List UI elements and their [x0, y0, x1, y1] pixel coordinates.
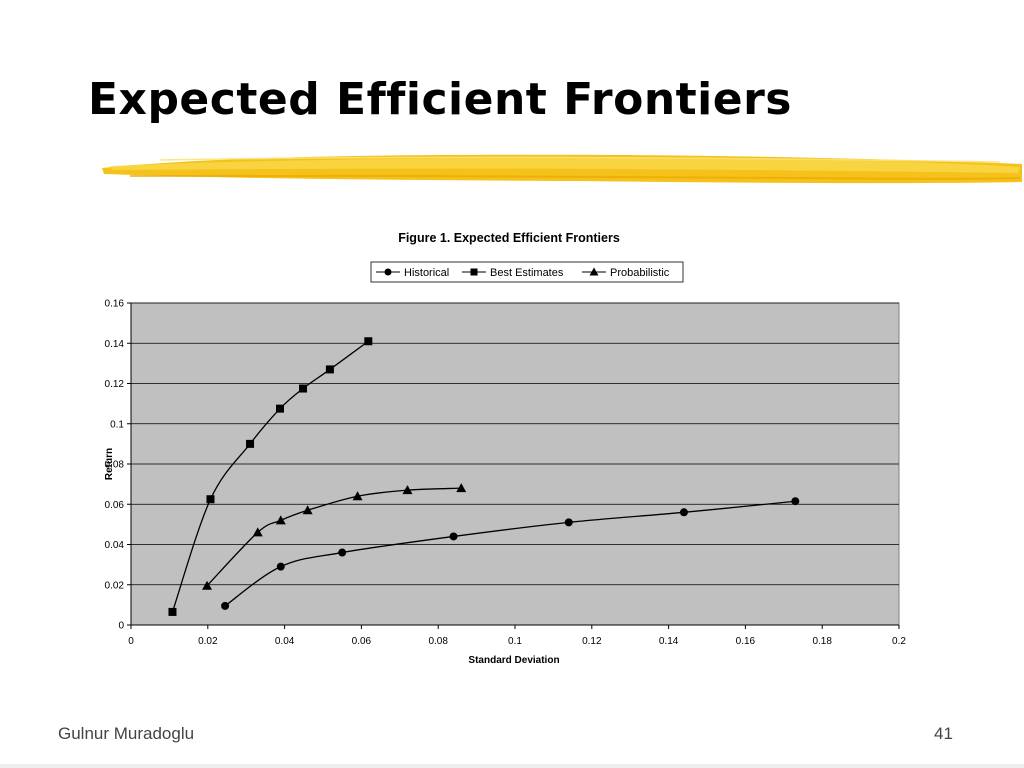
legend-marker-triangle	[589, 267, 599, 276]
legend-label-historical: Historical	[404, 267, 449, 279]
data-point-probabilistic	[202, 580, 213, 590]
data-point-probabilistic	[252, 527, 263, 537]
y-tick-label: 0	[118, 621, 124, 632]
data-point-best-estimates	[246, 439, 255, 448]
data-point-probabilistic	[402, 485, 413, 495]
legend-marker-square	[470, 268, 478, 276]
x-tick-label: 0.06	[352, 636, 372, 647]
data-point-historical	[564, 518, 573, 527]
y-tick-label: 0.04	[105, 540, 125, 551]
y-tick-label: 0.14	[105, 339, 125, 350]
slide-title: Expected Efficient Frontiers	[88, 74, 792, 125]
gridlines	[131, 302, 899, 586]
x-axis: 0 0.02 0.04 0.06 0.08 0.1 0.12 0.14 0.16 0.18 0.2	[128, 624, 906, 647]
x-tick-label: 0.14	[659, 636, 679, 647]
x-tick-label: 0.18	[812, 636, 832, 647]
data-point-probabilistic	[302, 505, 313, 515]
data-point-probabilistic	[275, 515, 286, 525]
data-point-probabilistic	[456, 483, 467, 493]
data-point-historical	[221, 601, 230, 610]
data-point-historical	[679, 508, 688, 517]
data-point-best-estimates	[275, 404, 284, 413]
data-point-historical	[276, 562, 285, 571]
highlight-brush-stroke	[102, 154, 1022, 184]
page-number: 41	[934, 724, 953, 743]
y-axis: 0 0.02 0.04 0.06 0.08 0.1 0.12 0.14 0.16	[105, 299, 132, 632]
legend-label-best-estimates: Best Estimates	[490, 267, 564, 279]
x-tick-label: 0	[128, 636, 134, 647]
legend-item-historical: Historical	[376, 267, 449, 279]
data-point-best-estimates	[364, 337, 373, 346]
x-axis-label: Standard Deviation	[468, 655, 559, 666]
data-point-historical	[449, 532, 458, 541]
bottom-divider	[0, 764, 1024, 768]
data-point-probabilistic	[352, 491, 363, 501]
x-tick-label: 0.08	[428, 636, 448, 647]
footer-author: Gulnur Muradoglu	[58, 724, 195, 743]
series-probabilistic	[202, 483, 467, 590]
y-tick-label: 0.16	[105, 299, 125, 310]
legend-box	[370, 261, 684, 283]
legend-marker-circle	[384, 268, 392, 276]
legend-item-probabilistic: Probabilistic	[582, 267, 670, 279]
y-tick-label: 0.02	[105, 580, 125, 591]
data-point-historical	[791, 497, 800, 506]
data-point-best-estimates	[168, 607, 177, 616]
y-tick-label: 0.1	[110, 419, 124, 430]
x-tick-label: 0.2	[892, 636, 906, 647]
efficient-frontier-chart: Figure 1. Expected Efficient Frontiers H…	[104, 231, 906, 666]
y-tick-label: 0.08	[105, 460, 125, 471]
y-tick-label: 0.06	[105, 500, 125, 511]
x-tick-label: 0.12	[582, 636, 602, 647]
data-point-best-estimates	[206, 495, 215, 504]
series-best-estimates	[168, 337, 373, 616]
legend-item-best-estimates: Best Estimates	[462, 267, 564, 279]
x-tick-label: 0.02	[198, 636, 218, 647]
chart-title: Figure 1. Expected Efficient Frontiers	[398, 231, 620, 245]
data-point-best-estimates	[325, 365, 334, 374]
data-point-historical	[338, 548, 347, 557]
x-tick-label: 0.1	[508, 636, 522, 647]
y-axis-label: Return	[104, 448, 115, 480]
y-tick-label: 0.12	[105, 379, 125, 390]
x-tick-label: 0.16	[736, 636, 756, 647]
x-tick-label: 0.04	[275, 636, 295, 647]
series-layer	[168, 337, 800, 616]
series-historical	[221, 497, 800, 610]
data-point-best-estimates	[299, 384, 308, 393]
legend-label-probabilistic: Probabilistic	[610, 267, 670, 279]
chart-legend: Historical Best Estimates Probabilistic	[370, 261, 684, 283]
